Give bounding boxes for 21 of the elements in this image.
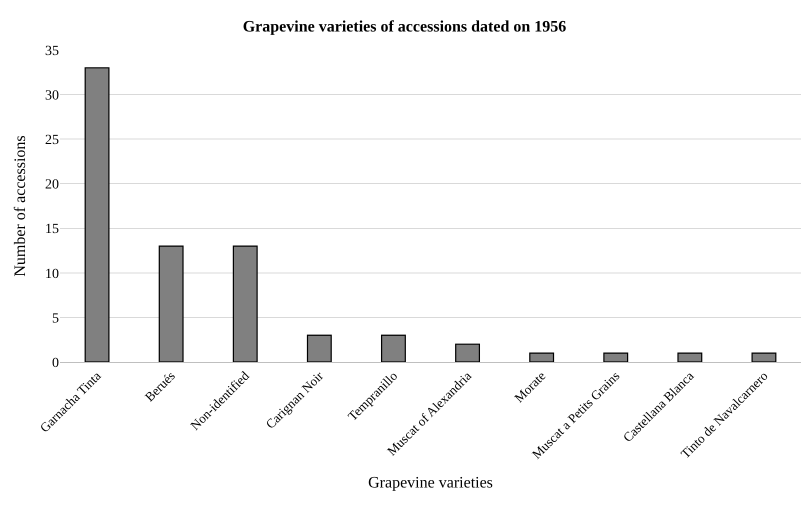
y-tick-label: 0 <box>52 356 59 371</box>
bar <box>232 246 258 362</box>
bar <box>158 246 184 362</box>
bar <box>529 352 554 362</box>
y-tick-label: 15 <box>45 222 59 238</box>
bar <box>455 344 480 362</box>
bar <box>380 334 406 362</box>
y-tick-label: 5 <box>52 311 59 326</box>
chart-title: Grapevine varieties of accessions dated on 1956 <box>242 18 566 36</box>
y-axis-title: Number of accessions <box>12 135 29 277</box>
x-axis-title: Grapevine varieties <box>368 474 493 492</box>
y-tick-label: 35 <box>45 44 59 59</box>
bar <box>84 67 110 362</box>
bar <box>603 352 628 362</box>
y-tick-label: 20 <box>45 178 59 193</box>
bar <box>751 352 776 362</box>
y-tick-label: 10 <box>45 266 59 282</box>
y-tick-label: 30 <box>45 88 59 104</box>
bar <box>677 352 702 362</box>
bar <box>306 334 332 362</box>
y-tick-label: 25 <box>45 133 59 148</box>
